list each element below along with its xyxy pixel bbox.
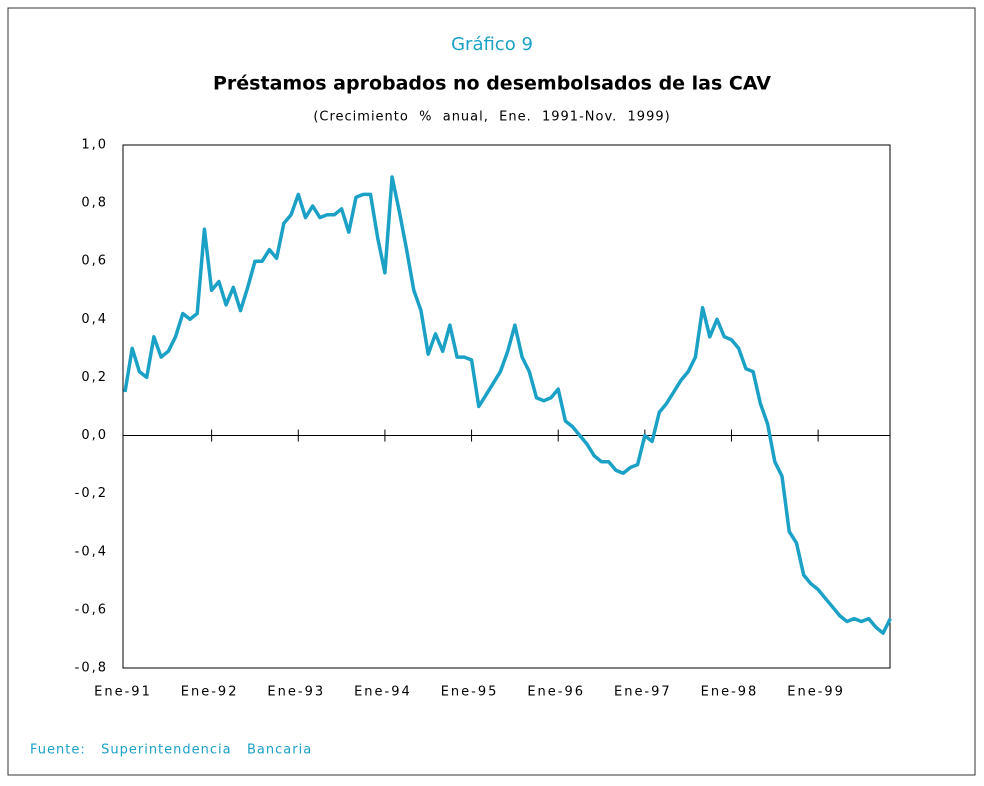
chart-title: Préstamos aprobados no desembolsados de … bbox=[213, 73, 771, 95]
x-tick-label: Ene-93 bbox=[267, 685, 325, 700]
x-tick-label: Ene-94 bbox=[354, 685, 412, 700]
x-tick-label: Ene-91 bbox=[94, 685, 152, 700]
x-tick-label: Ene-98 bbox=[701, 685, 759, 700]
x-tick-label: Ene-97 bbox=[614, 685, 672, 700]
y-tick-label: 0,8 bbox=[81, 196, 108, 211]
frame bbox=[7, 7, 976, 776]
plot-area bbox=[122, 144, 891, 669]
y-tick-label: 0,6 bbox=[81, 254, 108, 269]
x-tick-label: Ene-96 bbox=[527, 685, 585, 700]
x-tick-label: Ene-95 bbox=[441, 685, 499, 700]
y-tick-label: -0,4 bbox=[75, 544, 108, 559]
y-tick-label: -0,8 bbox=[75, 661, 108, 676]
chart-label: Gráfico 9 bbox=[451, 34, 533, 55]
y-tick-label: 0,2 bbox=[81, 370, 108, 385]
y-tick-label: -0,2 bbox=[75, 486, 108, 501]
chart-subtitle: (Crecimiento % anual, Ene. 1991-Nov. 199… bbox=[313, 110, 670, 125]
y-tick-label: 0,4 bbox=[81, 312, 108, 327]
y-tick-label: -0,6 bbox=[75, 602, 108, 617]
y-tick-label: 1,0 bbox=[81, 138, 108, 153]
y-tick-label: 0,0 bbox=[81, 428, 108, 443]
x-tick-label: Ene-99 bbox=[787, 685, 845, 700]
x-tick-label: Ene-92 bbox=[181, 685, 239, 700]
series-line bbox=[123, 175, 892, 635]
source: Fuente: Superintendencia Bancaria bbox=[30, 743, 312, 758]
